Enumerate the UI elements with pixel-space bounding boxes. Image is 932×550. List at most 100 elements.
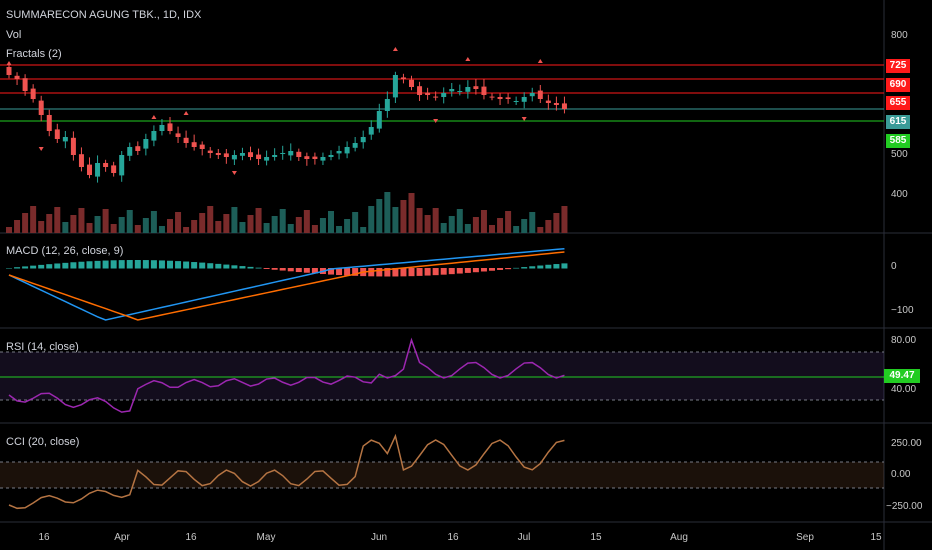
volume-bar [22, 213, 29, 233]
macd-signal-line [8, 251, 565, 321]
candle-body [368, 127, 374, 135]
macd-histogram-bar [328, 268, 334, 275]
volume-bar [480, 210, 487, 233]
date-label: 16 [38, 532, 50, 543]
macd-histogram-bar [142, 260, 149, 269]
macd-histogram-bar [352, 268, 359, 276]
macd-histogram-bar [191, 262, 198, 269]
fractals-indicator-label[interactable]: Fractals (2) [6, 48, 62, 60]
macd-histogram-bar [416, 268, 423, 276]
candle-body [248, 152, 253, 157]
candle-body [481, 86, 487, 95]
candle-body [328, 155, 334, 157]
candle-body [304, 156, 310, 159]
macd-histogram-bar [561, 263, 568, 269]
macd-histogram-bar [247, 266, 254, 269]
macd-histogram-bar [134, 260, 141, 269]
volume-bar [231, 207, 238, 233]
volume-bar [94, 216, 101, 233]
volume-bar [78, 208, 85, 233]
fractal-up-marker [465, 57, 471, 61]
candle-body [409, 79, 414, 87]
macd-histogram-bar [62, 262, 69, 269]
volume-bar [561, 206, 568, 233]
price-level-725-badge: 725 [886, 59, 910, 73]
candle-body [207, 150, 213, 153]
macd-histogram-bar [175, 261, 182, 269]
volume-bar [247, 215, 254, 233]
volume-bar [167, 219, 173, 233]
macd-histogram-bar [183, 261, 190, 269]
macd-histogram-bar [384, 268, 391, 277]
cci-tick-0: 0.00 [891, 469, 911, 480]
macd-histogram-bar [376, 268, 383, 277]
candle-body [70, 137, 76, 155]
candle-body [457, 91, 463, 92]
macd-histogram-bar [70, 262, 77, 269]
fractal-down-marker [87, 167, 92, 171]
macd-histogram-bar [102, 260, 109, 269]
macd-histogram-bar [110, 260, 117, 269]
volume-bar [376, 199, 383, 233]
macd-pane-title[interactable]: MACD (12, 26, close, 9) [6, 245, 124, 257]
rsi-pane-title[interactable]: RSI (14, close) [6, 341, 79, 353]
volume-bar [255, 208, 262, 233]
volume-bar [126, 210, 133, 233]
cci-pane-title[interactable]: CCI (20, close) [6, 436, 80, 448]
volume-indicator-label[interactable]: Vol [6, 29, 22, 41]
fractal-up-marker [392, 47, 398, 51]
macd-histogram-bar [167, 260, 173, 269]
candle-body [135, 146, 141, 151]
macd-histogram-bar [521, 267, 528, 269]
macd-histogram-bar [86, 261, 93, 269]
candle-body [167, 123, 173, 131]
volume-bar [158, 226, 165, 233]
volume-bar [472, 217, 479, 233]
date-label: 16 [185, 532, 197, 543]
macd-histogram-bar [118, 260, 125, 269]
macd-histogram-bar [311, 268, 318, 274]
symbol-title: SUMMARECON AGUNG TBK., 1D, IDX [6, 9, 202, 21]
date-label: Aug [670, 532, 688, 543]
volume-bar [311, 225, 318, 233]
candle-body [6, 67, 12, 75]
volume-bar [175, 212, 182, 233]
volume-bar [352, 212, 359, 233]
macd-histogram-bar [537, 265, 544, 269]
macd-histogram-bar [279, 268, 286, 271]
date-label: Apr [114, 532, 130, 543]
rsi-current-badge: 49.47 [884, 369, 920, 383]
rsi-tick-40: 40.00 [891, 384, 917, 395]
volume-bar [70, 215, 77, 233]
volume-bar [142, 218, 149, 233]
volume-bar [30, 206, 37, 233]
volume-bar [384, 192, 391, 233]
macd-line [8, 247, 565, 321]
macd-histogram-bar [231, 265, 238, 269]
candle-body [296, 151, 302, 157]
cci-tick-250: 250.00 [891, 438, 922, 449]
macd-histogram-bar [440, 268, 447, 275]
candle-body [392, 75, 398, 98]
candle-body [62, 137, 68, 142]
volume-bar [344, 219, 351, 233]
candle-body [417, 86, 423, 95]
candle-body [473, 86, 479, 89]
macd-histogram-bar [199, 262, 206, 269]
candle-body [521, 97, 527, 102]
volume-bar [38, 221, 45, 233]
macd-histogram-bar [215, 263, 222, 269]
current-price-badge: 615 [886, 115, 910, 129]
candle-body [553, 103, 559, 105]
candle-body [223, 153, 229, 157]
cci-band-fill [0, 462, 884, 488]
volume-bar [553, 213, 560, 233]
macd-histogram-bar [223, 264, 230, 269]
macd-histogram-bar [78, 261, 85, 269]
volume-bar [279, 209, 286, 233]
macd-histogram-bar [336, 268, 343, 276]
macd-histogram-bar [207, 263, 214, 269]
price-level-690-badge: 690 [886, 78, 910, 92]
date-label: 16 [447, 532, 459, 543]
